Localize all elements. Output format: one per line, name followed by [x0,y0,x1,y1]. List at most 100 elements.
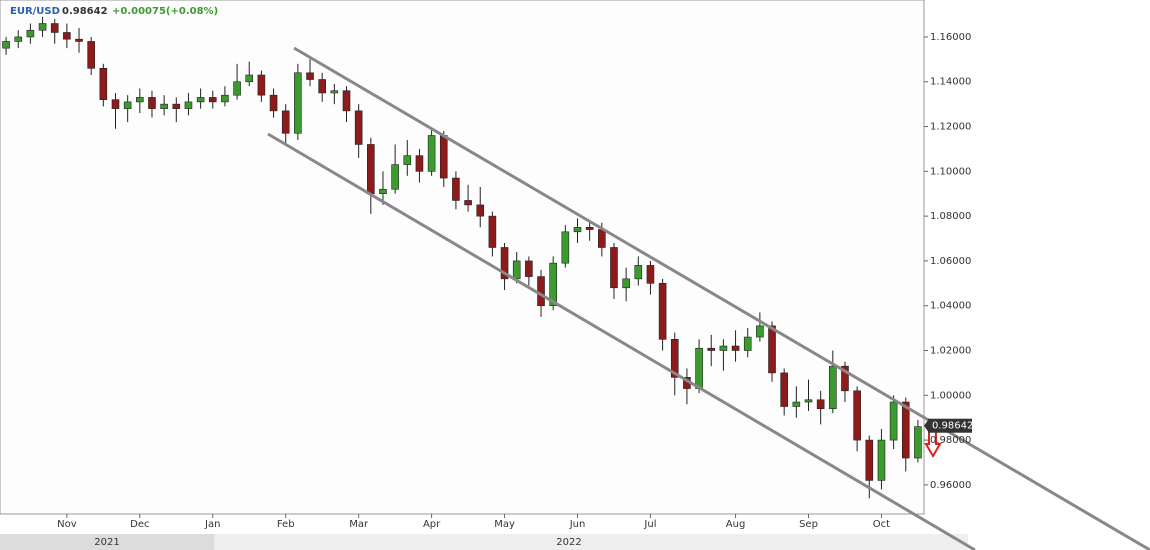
candle-body [281,110,290,134]
candle-body [87,41,95,69]
candle-body [731,345,740,351]
candle-body [658,283,667,340]
candle-body [512,260,521,280]
symbol: EUR/USD [10,6,60,17]
candle-body [646,265,655,284]
candle-body [379,188,387,195]
y-tick-label: 1.12000 [930,122,971,133]
candle-body [391,164,399,190]
price-change: +0.00075(+0.08%) [112,6,218,17]
y-tick-label: 1.06000 [930,256,971,267]
candle-body [537,276,545,307]
y-tick-label: 1.10000 [930,166,971,177]
y-tick-label: 1.04000 [930,301,971,312]
candle-body [841,365,849,392]
candle-body [245,74,254,83]
last-price-pointer [924,418,929,433]
candle-body [99,68,108,100]
candle-body [573,227,582,233]
candle-body [816,399,825,410]
y-tick-label: 1.00000 [930,390,971,401]
candle-body [172,103,181,109]
candle-body [804,399,813,403]
x-tick-label: Dec [130,519,149,530]
candle-body [561,231,570,264]
candle-body [123,101,132,109]
x-tick-label: Oct [873,519,890,530]
x-tick-label: Jun [569,519,586,530]
candle-body [464,200,472,206]
last-price-box [928,418,972,433]
y-tick-label: 1.08000 [930,211,971,222]
last-price: 0.98642 [62,6,108,17]
y-tick-label: 0.96000 [930,480,971,491]
x-tick-label: Apr [423,519,441,530]
candle-body [269,94,278,112]
candle-body [853,390,861,441]
candle-body [877,439,886,481]
candle-body [780,372,788,407]
candle-body [719,345,728,351]
channel-line [293,46,1150,550]
candle-body [695,347,703,389]
candle-body [889,401,898,441]
candle-body [525,260,533,277]
candle-body [476,204,485,217]
candle-body [148,97,156,109]
candle-body [318,79,326,94]
candle-body [2,41,10,49]
candle-body [221,94,229,103]
candle-body [901,401,910,459]
channel-line [267,132,976,550]
year-band [0,534,214,550]
candle-body [342,90,351,112]
candle-body [439,135,448,179]
candle-body [598,229,606,248]
year-label: 2022 [556,537,581,548]
candle-body [136,97,144,103]
x-tick-label: Feb [277,519,295,530]
x-tick-label: Sep [799,519,818,530]
candle-body [75,38,83,42]
y-tick-label: 1.02000 [930,346,971,357]
candle-body [610,247,618,289]
year-label: 2021 [94,537,119,548]
candle-body [294,72,302,134]
candle-body [743,336,752,351]
candle-body [670,339,679,378]
candle-body [233,81,241,96]
candle-body [38,23,47,31]
candle-body [452,177,460,201]
candle-body [367,144,375,195]
year-band [214,534,968,550]
x-tick-label: Jan [204,519,220,530]
candle-body [26,29,35,38]
candle-body [196,97,205,103]
x-tick-label: Jul [643,519,656,530]
candle-body [622,278,630,289]
candle-body [829,365,837,410]
candle-body [549,262,557,307]
y-tick-label: 0.98000 [930,435,971,446]
x-tick-label: Aug [726,519,746,530]
last-price-label: 0.98642 [932,421,973,432]
candle-body [403,155,412,165]
candle-body [500,247,509,280]
x-tick-label: May [494,519,515,530]
candle-body [111,99,120,109]
candle-body [330,90,339,94]
candle-body [585,227,594,230]
candle-body [914,426,922,459]
candle-body [63,32,71,40]
candle-body [768,325,776,374]
candle-body [257,74,266,96]
candle-body [488,215,497,248]
candle-body [184,101,193,109]
y-tick-label: 1.14000 [930,77,971,88]
candle-body [865,439,874,481]
candle-body [634,265,643,280]
candle-body [208,97,217,103]
candle-body [14,36,23,42]
candle-body [792,401,801,407]
